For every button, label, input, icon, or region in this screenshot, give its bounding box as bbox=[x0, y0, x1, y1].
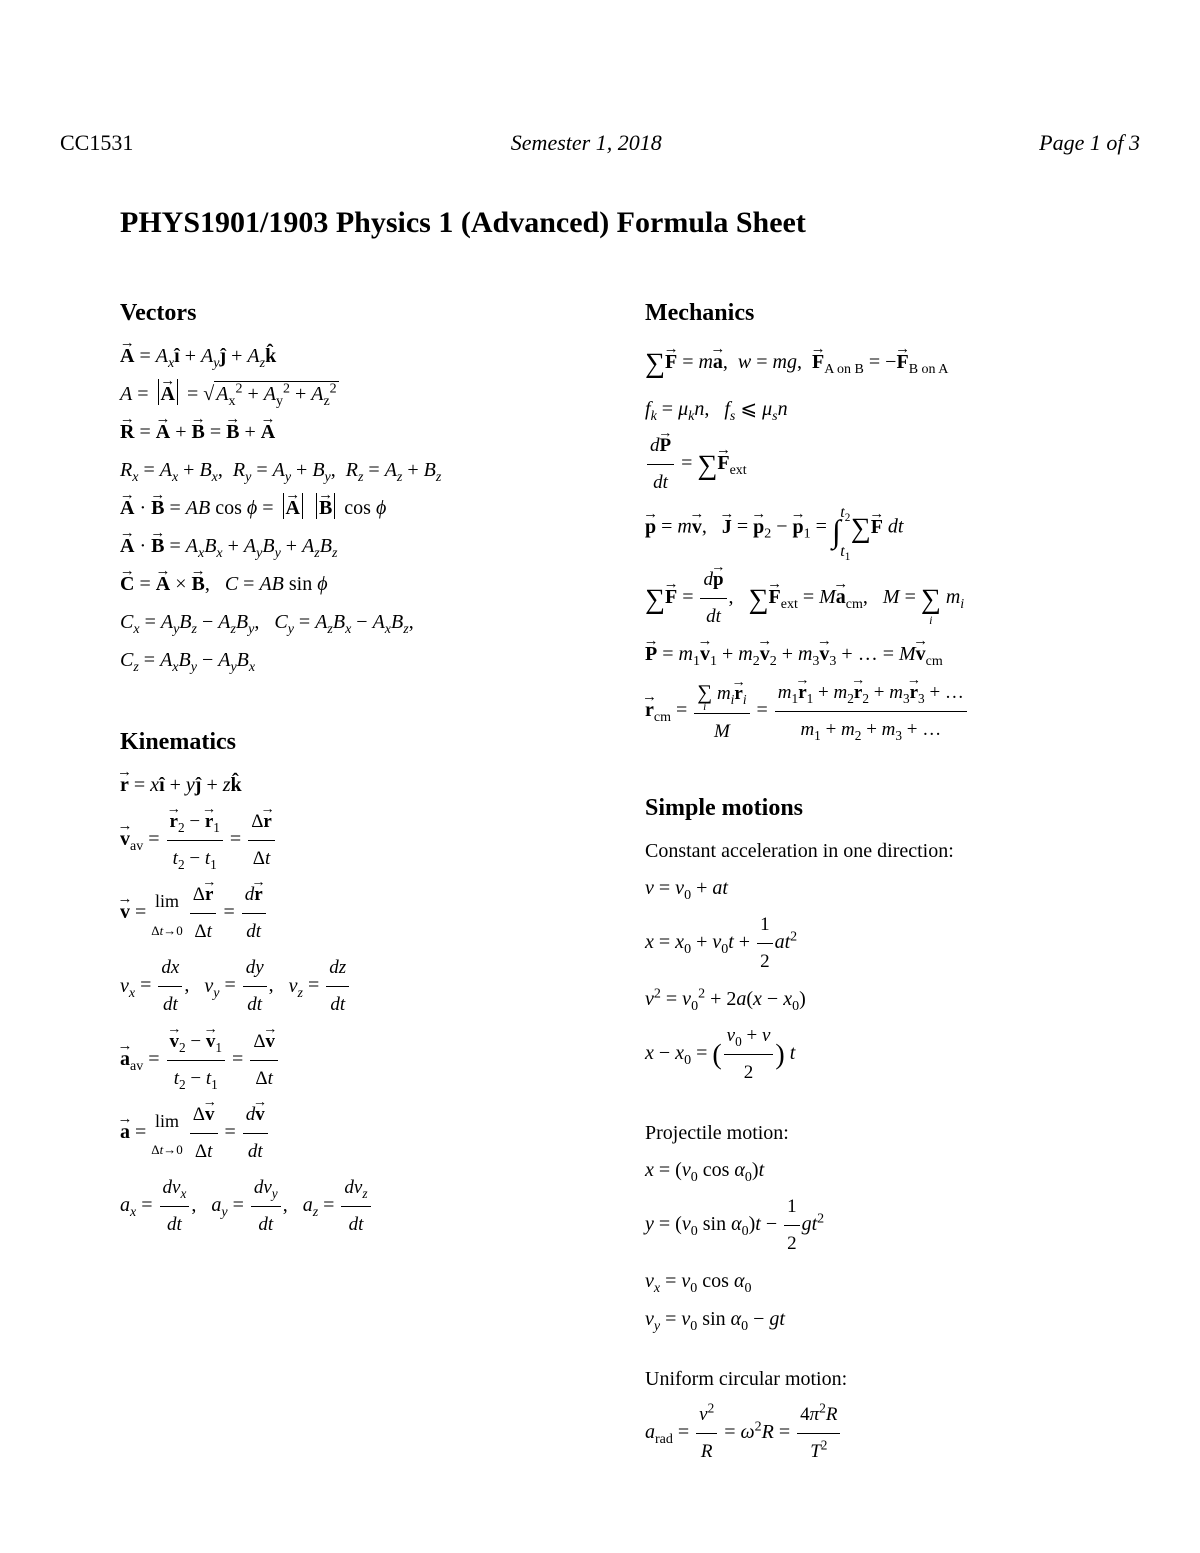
formula: vy = v0 sin α0 − gt bbox=[645, 1300, 1140, 1338]
formula: vx = v0 cos α0 bbox=[645, 1262, 1140, 1300]
subheading-projectile: Projectile motion: bbox=[645, 1122, 1140, 1145]
formula: fk = μkn, fs ⩽ μsn bbox=[645, 390, 1140, 428]
formula: P = m1v1 + m2v2 + m3v3 + … = Mvcm bbox=[645, 635, 1140, 673]
semester-label: Semester 1, 2018 bbox=[511, 130, 662, 156]
formula: x = x0 + v0t + 12at2 bbox=[645, 907, 1140, 980]
formula: R = A + B = B + A bbox=[120, 413, 615, 451]
left-column: Vectors A = Axî + Ayĵ + Azk̂ A = A = √Ax… bbox=[120, 300, 615, 1470]
formula: Cx = AyBz − AzBy, Cy = AzBx − AxBz, bbox=[120, 603, 615, 641]
formula: ∑F = dpdt, ∑Fext = Macm, M = ∑i mi bbox=[645, 562, 1140, 635]
page-title: PHYS1901/1903 Physics 1 (Advanced) Formu… bbox=[120, 206, 1140, 240]
formula: A · B = AB cos ϕ = A B cos ϕ bbox=[120, 489, 615, 527]
formula: v = limΔt→0 ΔrΔt = drdt bbox=[120, 877, 615, 950]
right-column: Mechanics ∑F = ma, w = mg, FA on B = −FB… bbox=[645, 300, 1140, 1470]
formula: p = mv, J = p2 − p1 = ∫t2t1 ∑F dt bbox=[645, 501, 1140, 562]
formula: a = limΔt→0 ΔvΔt = dvdt bbox=[120, 1097, 615, 1170]
formula: vav = r2 − r1t2 − t1 = ΔrΔt bbox=[120, 804, 615, 877]
page-header: CC1531 Semester 1, 2018 Page 1 of 3 bbox=[60, 130, 1140, 156]
formula: v = v0 + at bbox=[645, 869, 1140, 907]
formula: arad = v2R = ω2R = 4π2RT2 bbox=[645, 1397, 1140, 1470]
subheading-const-accel: Constant acceleration in one direction: bbox=[645, 840, 1140, 863]
formula: Cz = AxBy − AyBx bbox=[120, 641, 615, 679]
formula: r = xî + yĵ + zk̂ bbox=[120, 766, 615, 804]
formula: x − x0 = (v0 + v2) t bbox=[645, 1018, 1140, 1091]
formula: aav = v2 − v1t2 − t1 = ΔvΔt bbox=[120, 1024, 615, 1097]
course-code: CC1531 bbox=[60, 130, 133, 156]
section-kinematics: Kinematics bbox=[120, 729, 615, 756]
formula: vx = dxdt, vy = dydt, vz = dzdt bbox=[120, 950, 615, 1023]
subheading-circular: Uniform circular motion: bbox=[645, 1368, 1140, 1391]
formula: C = A × B, C = AB sin ϕ bbox=[120, 565, 615, 603]
formula: y = (v0 sin α0)t − 12gt2 bbox=[645, 1189, 1140, 1262]
section-vectors: Vectors bbox=[120, 300, 615, 327]
formula: ax = dvxdt, ay = dvydt, az = dvzdt bbox=[120, 1170, 615, 1243]
page-number: Page 1 of 3 bbox=[1039, 130, 1140, 156]
section-mechanics: Mechanics bbox=[645, 300, 1140, 327]
formula: v2 = v02 + 2a(x − x0) bbox=[645, 980, 1140, 1018]
formula: Rx = Ax + Bx, Ry = Ay + By, Rz = Az + Bz bbox=[120, 451, 615, 489]
formula: dPdt = ∑Fext bbox=[645, 428, 1140, 501]
formula: A = Axî + Ayĵ + Azk̂ bbox=[120, 337, 615, 375]
formula: ∑F = ma, w = mg, FA on B = −FB on A bbox=[645, 337, 1140, 390]
content-columns: Vectors A = Axî + Ayĵ + Azk̂ A = A = √Ax… bbox=[120, 300, 1140, 1470]
section-simple-motions: Simple motions bbox=[645, 795, 1140, 822]
formula: x = (v0 cos α0)t bbox=[645, 1151, 1140, 1189]
formula: rcm = ∑i miriM = m1r1 + m2r2 + m3r3 + …m… bbox=[645, 673, 1140, 750]
